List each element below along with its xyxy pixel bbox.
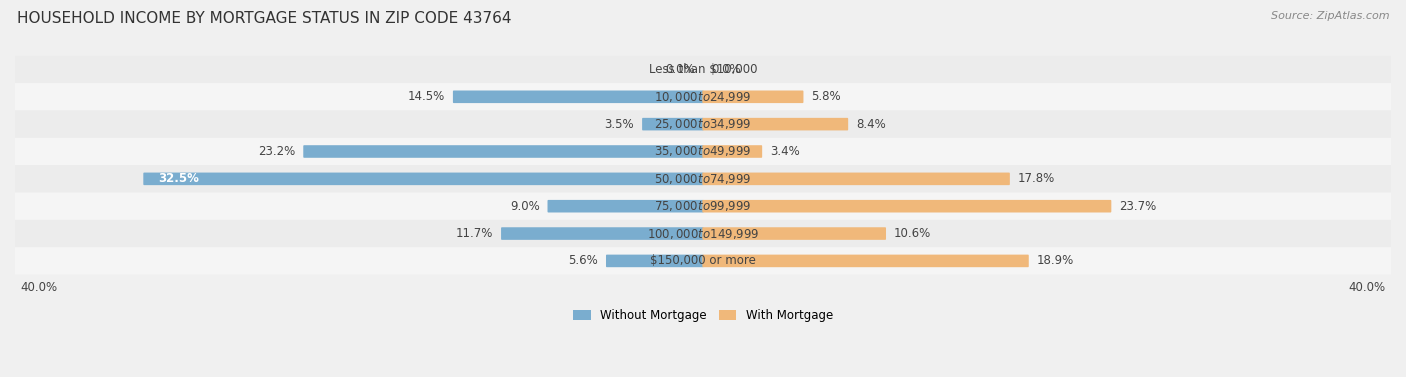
Text: 40.0%: 40.0% bbox=[20, 280, 58, 294]
Text: 0.0%: 0.0% bbox=[711, 63, 741, 76]
FancyBboxPatch shape bbox=[703, 90, 803, 103]
FancyBboxPatch shape bbox=[501, 227, 703, 240]
Text: Source: ZipAtlas.com: Source: ZipAtlas.com bbox=[1271, 11, 1389, 21]
Text: 10.6%: 10.6% bbox=[894, 227, 931, 240]
FancyBboxPatch shape bbox=[643, 118, 703, 130]
FancyBboxPatch shape bbox=[606, 254, 703, 267]
Text: $25,000 to $34,999: $25,000 to $34,999 bbox=[654, 117, 752, 131]
Text: HOUSEHOLD INCOME BY MORTGAGE STATUS IN ZIP CODE 43764: HOUSEHOLD INCOME BY MORTGAGE STATUS IN Z… bbox=[17, 11, 512, 26]
FancyBboxPatch shape bbox=[14, 56, 1392, 83]
Text: 0.0%: 0.0% bbox=[665, 63, 695, 76]
Text: $150,000 or more: $150,000 or more bbox=[650, 254, 756, 267]
FancyBboxPatch shape bbox=[453, 90, 703, 103]
Text: 9.0%: 9.0% bbox=[510, 200, 540, 213]
FancyBboxPatch shape bbox=[703, 227, 886, 240]
Text: 32.5%: 32.5% bbox=[157, 172, 198, 185]
FancyBboxPatch shape bbox=[304, 145, 703, 158]
FancyBboxPatch shape bbox=[14, 138, 1392, 165]
FancyBboxPatch shape bbox=[703, 118, 848, 130]
Text: 3.5%: 3.5% bbox=[605, 118, 634, 131]
FancyBboxPatch shape bbox=[14, 220, 1392, 247]
Text: 23.2%: 23.2% bbox=[259, 145, 295, 158]
Text: $75,000 to $99,999: $75,000 to $99,999 bbox=[654, 199, 752, 213]
FancyBboxPatch shape bbox=[14, 193, 1392, 220]
Text: 18.9%: 18.9% bbox=[1036, 254, 1074, 267]
Text: 8.4%: 8.4% bbox=[856, 118, 886, 131]
FancyBboxPatch shape bbox=[14, 165, 1392, 193]
Text: $100,000 to $149,999: $100,000 to $149,999 bbox=[647, 227, 759, 241]
Text: $35,000 to $49,999: $35,000 to $49,999 bbox=[654, 144, 752, 158]
Text: 3.4%: 3.4% bbox=[770, 145, 800, 158]
Text: 17.8%: 17.8% bbox=[1018, 172, 1054, 185]
Legend: Without Mortgage, With Mortgage: Without Mortgage, With Mortgage bbox=[568, 304, 838, 326]
Text: 11.7%: 11.7% bbox=[456, 227, 494, 240]
FancyBboxPatch shape bbox=[703, 254, 1029, 267]
Text: 5.8%: 5.8% bbox=[811, 90, 841, 103]
FancyBboxPatch shape bbox=[703, 145, 762, 158]
FancyBboxPatch shape bbox=[703, 173, 1010, 185]
FancyBboxPatch shape bbox=[14, 247, 1392, 274]
Text: Less than $10,000: Less than $10,000 bbox=[648, 63, 758, 76]
Text: 14.5%: 14.5% bbox=[408, 90, 446, 103]
Text: 5.6%: 5.6% bbox=[568, 254, 598, 267]
Text: 23.7%: 23.7% bbox=[1119, 200, 1157, 213]
Text: $50,000 to $74,999: $50,000 to $74,999 bbox=[654, 172, 752, 186]
FancyBboxPatch shape bbox=[703, 200, 1111, 213]
Text: 40.0%: 40.0% bbox=[1348, 280, 1386, 294]
FancyBboxPatch shape bbox=[143, 173, 703, 185]
FancyBboxPatch shape bbox=[14, 83, 1392, 110]
Text: $10,000 to $24,999: $10,000 to $24,999 bbox=[654, 90, 752, 104]
FancyBboxPatch shape bbox=[14, 110, 1392, 138]
FancyBboxPatch shape bbox=[547, 200, 703, 213]
